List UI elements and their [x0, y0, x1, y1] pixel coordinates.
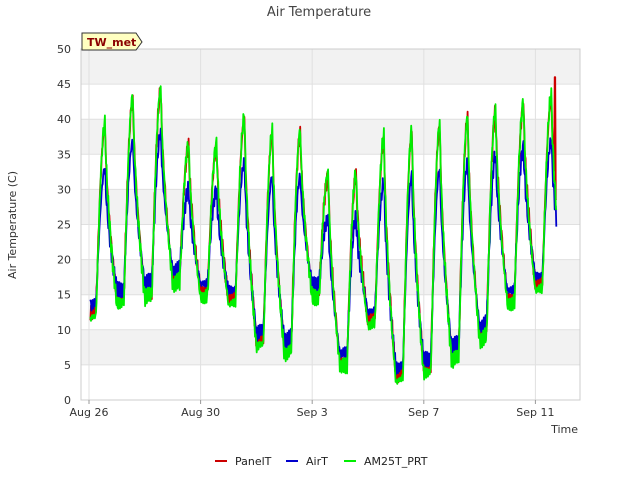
legend: PanelT AirT AM25T_PRT: [215, 455, 428, 468]
plot-band: [81, 49, 580, 85]
legend-label: PanelT: [235, 455, 272, 468]
station-tag-label: TW_met: [87, 36, 136, 49]
series-line-am25t_prt: [89, 85, 558, 385]
y-tick-label: 35: [57, 148, 71, 161]
y-tick-label: 30: [57, 183, 71, 196]
x-axis-ticks: Aug 26 Aug 30 Sep 3 Sep 7 Sep 11: [70, 400, 555, 419]
x-tick-label: Sep 7: [408, 406, 439, 419]
x-tick-label: Sep 3: [297, 406, 328, 419]
legend-item: AirT: [286, 455, 328, 468]
legend-item: PanelT: [215, 455, 272, 468]
y-tick-label: 20: [57, 254, 71, 267]
plot-band: [81, 329, 580, 365]
y-tick-label: 40: [57, 113, 71, 126]
legend-item: AM25T_PRT: [344, 455, 428, 468]
legend-label: AirT: [306, 455, 328, 468]
chart-title: Air Temperature: [267, 5, 371, 20]
y-tick-label: 10: [57, 324, 71, 337]
y-tick-label: 15: [57, 289, 71, 302]
y-tick-label: 50: [57, 43, 71, 56]
y-axis-ticks: 0 5 10 15 20 25 30 35 40 45 50: [57, 43, 71, 407]
x-tick-label: Aug 30: [181, 406, 220, 419]
series-layer: [89, 76, 558, 385]
legend-label: AM25T_PRT: [364, 455, 428, 468]
y-tick-label: 25: [57, 219, 71, 232]
y-tick-label: 0: [64, 394, 71, 407]
x-tick-label: Aug 26: [70, 406, 109, 419]
x-tick-label: Sep 11: [516, 406, 554, 419]
y-tick-label: 45: [57, 78, 71, 91]
station-tag: TW_met: [81, 32, 143, 51]
plot-area-border: [80, 48, 581, 401]
x-axis-title: Time: [550, 423, 578, 436]
y-tick-label: 5: [64, 359, 71, 372]
y-axis-title: Air Temperature (C): [6, 171, 19, 279]
